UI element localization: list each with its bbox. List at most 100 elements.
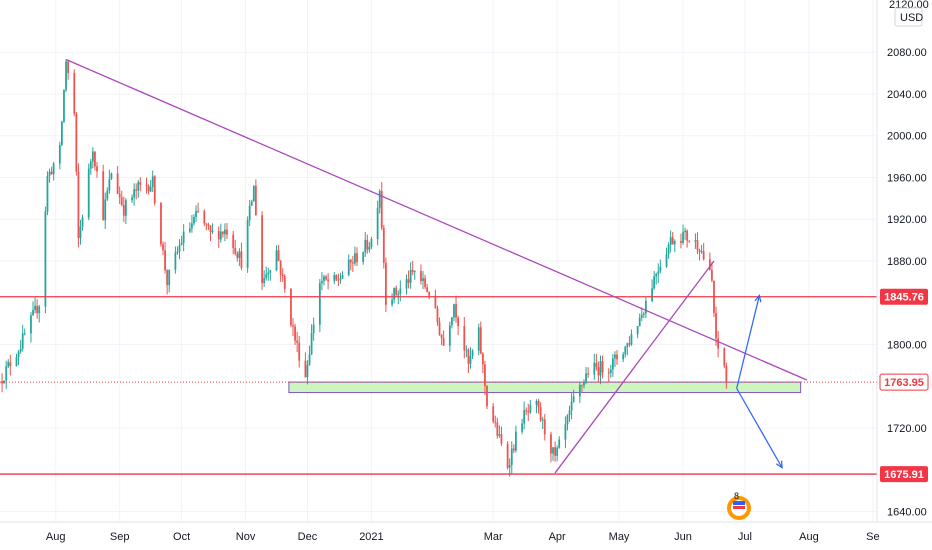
candle[interactable] <box>96 162 98 178</box>
candle[interactable] <box>616 350 618 365</box>
candle[interactable] <box>644 297 647 318</box>
candle[interactable] <box>411 260 414 276</box>
candle[interactable] <box>351 255 354 272</box>
candle[interactable] <box>44 206 47 314</box>
candle[interactable] <box>512 444 515 454</box>
candle[interactable] <box>477 323 480 356</box>
candle[interactable] <box>5 360 8 390</box>
candle[interactable] <box>263 270 266 288</box>
candle[interactable] <box>32 301 34 316</box>
candle[interactable] <box>486 385 488 410</box>
candle[interactable] <box>310 324 313 355</box>
candle[interactable] <box>525 407 528 416</box>
candle[interactable] <box>52 161 55 181</box>
candle[interactable] <box>541 416 544 430</box>
candle[interactable] <box>362 251 365 265</box>
candle[interactable] <box>614 351 616 368</box>
candle[interactable] <box>700 244 703 254</box>
candle[interactable] <box>448 321 451 352</box>
candle[interactable] <box>595 353 598 371</box>
candle[interactable] <box>91 147 94 169</box>
currency-box[interactable] <box>894 7 923 27</box>
candle[interactable] <box>3 380 6 384</box>
candle[interactable] <box>682 224 684 245</box>
candle[interactable] <box>290 288 292 328</box>
candle[interactable] <box>87 163 90 221</box>
candle[interactable] <box>67 60 69 80</box>
candle[interactable] <box>246 216 249 273</box>
candle[interactable] <box>453 303 455 322</box>
candle[interactable] <box>657 263 660 283</box>
candle[interactable] <box>640 307 643 322</box>
candle[interactable] <box>409 262 412 289</box>
candle[interactable] <box>514 425 517 453</box>
candle[interactable] <box>376 200 379 246</box>
candle[interactable] <box>680 233 682 249</box>
candle[interactable] <box>492 402 495 424</box>
candle[interactable] <box>160 201 162 247</box>
candle[interactable] <box>725 362 728 389</box>
candle[interactable] <box>1 373 3 393</box>
candle[interactable] <box>180 235 183 246</box>
candle[interactable] <box>696 232 699 255</box>
candle[interactable] <box>665 247 668 269</box>
candle[interactable] <box>597 361 600 383</box>
candle[interactable] <box>572 389 575 403</box>
candle[interactable] <box>554 441 556 462</box>
candle[interactable] <box>94 151 96 171</box>
candle[interactable] <box>77 163 80 248</box>
candle[interactable] <box>46 171 49 216</box>
candle[interactable] <box>496 417 499 439</box>
candle[interactable] <box>133 183 136 206</box>
candle[interactable] <box>368 241 371 253</box>
candle[interactable] <box>162 241 164 256</box>
candle[interactable] <box>224 223 226 242</box>
candle[interactable] <box>277 244 280 262</box>
candle[interactable] <box>566 414 569 431</box>
candle[interactable] <box>655 272 658 285</box>
candle[interactable] <box>628 336 631 347</box>
candle[interactable] <box>221 231 224 238</box>
candle[interactable] <box>529 399 532 415</box>
candle[interactable] <box>327 273 330 290</box>
candle[interactable] <box>711 262 713 283</box>
candle[interactable] <box>341 271 344 280</box>
candle[interactable] <box>500 426 503 446</box>
candle[interactable] <box>176 246 179 255</box>
candle[interactable] <box>102 164 105 221</box>
candle[interactable] <box>420 264 422 285</box>
candle[interactable] <box>250 199 253 207</box>
candle[interactable] <box>205 222 208 231</box>
candle[interactable] <box>226 223 228 240</box>
candle[interactable] <box>318 278 321 333</box>
candle[interactable] <box>550 431 552 463</box>
projection-arrow[interactable] <box>736 388 783 469</box>
candle[interactable] <box>436 305 439 326</box>
candle[interactable] <box>149 180 152 193</box>
projection-arrows[interactable] <box>736 294 783 469</box>
candle[interactable] <box>73 69 76 117</box>
candle[interactable] <box>191 214 193 233</box>
candle[interactable] <box>578 381 581 403</box>
candle[interactable] <box>723 347 726 369</box>
candle[interactable] <box>17 350 20 366</box>
candle[interactable] <box>659 259 662 274</box>
candle[interactable] <box>118 186 121 205</box>
candle[interactable] <box>124 198 127 225</box>
price-axis[interactable]: 2120.00 USD 2080.00 2040.00 2000.00 1960.00… <box>887 0 929 519</box>
candle[interactable] <box>108 169 111 194</box>
candle[interactable] <box>673 239 676 253</box>
candle[interactable] <box>510 441 513 474</box>
candle[interactable] <box>153 175 156 206</box>
candle[interactable] <box>50 166 53 175</box>
candle[interactable] <box>494 415 497 428</box>
candle[interactable] <box>484 360 486 396</box>
candle[interactable] <box>347 254 350 277</box>
candle[interactable] <box>465 345 468 357</box>
trend-line[interactable] <box>65 58 808 381</box>
candle[interactable] <box>147 184 150 195</box>
candle[interactable] <box>261 211 263 291</box>
candle[interactable] <box>298 336 301 368</box>
